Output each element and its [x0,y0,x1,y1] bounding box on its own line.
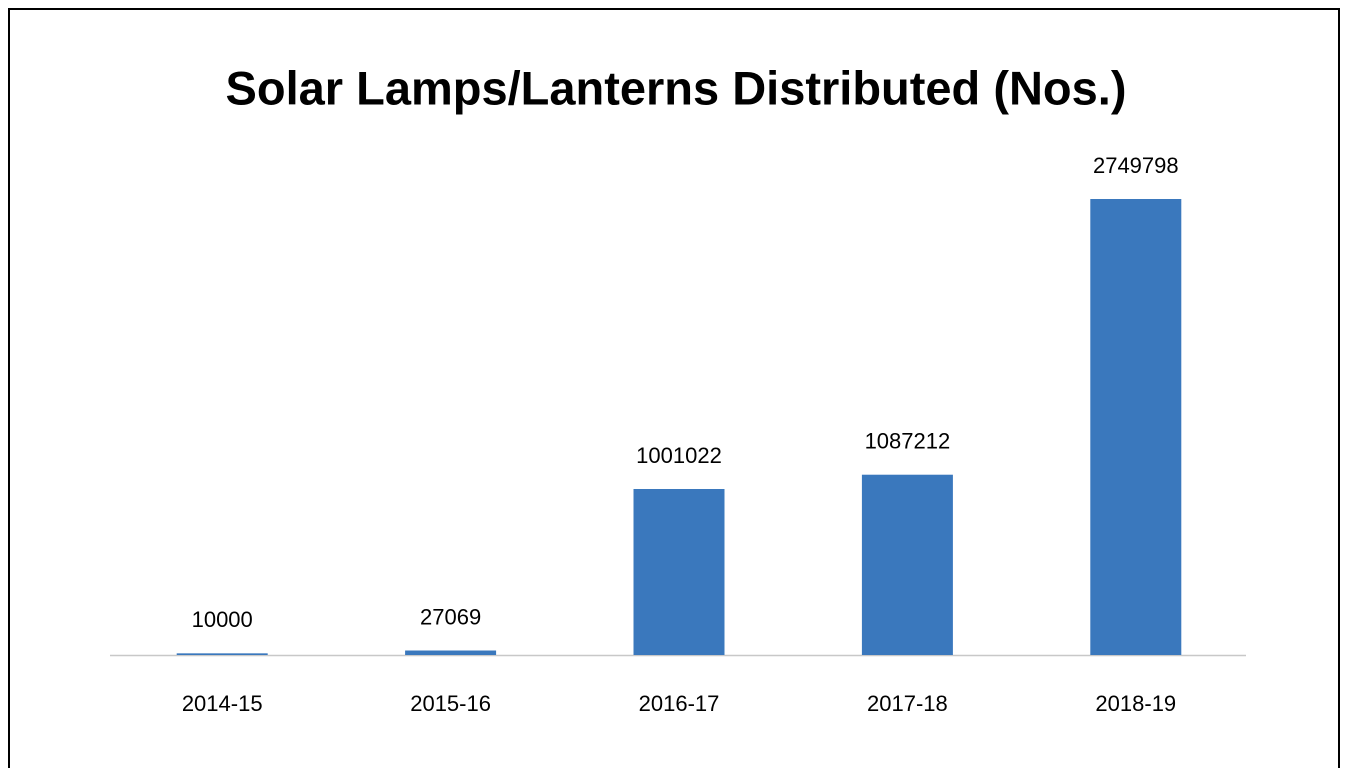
x-tick-label: 2015-16 [410,691,491,716]
x-tick-label: 2016-17 [639,691,720,716]
bar [633,489,725,655]
data-label: 1087212 [865,429,951,454]
data-label: 2749798 [1093,153,1179,178]
data-label: 1001022 [636,443,722,468]
bar [861,474,953,655]
data-label: 10000 [192,607,253,632]
data-label: 27069 [420,604,481,629]
bar [1090,199,1182,655]
x-tick-label: 2014-15 [182,691,263,716]
x-tick-label: 2018-19 [1095,691,1176,716]
bar [176,653,268,655]
x-tick-label: 2017-18 [867,691,948,716]
chart-title: Solar Lamps/Lanterns Distributed (Nos.) [226,61,1127,114]
bar [405,650,497,655]
